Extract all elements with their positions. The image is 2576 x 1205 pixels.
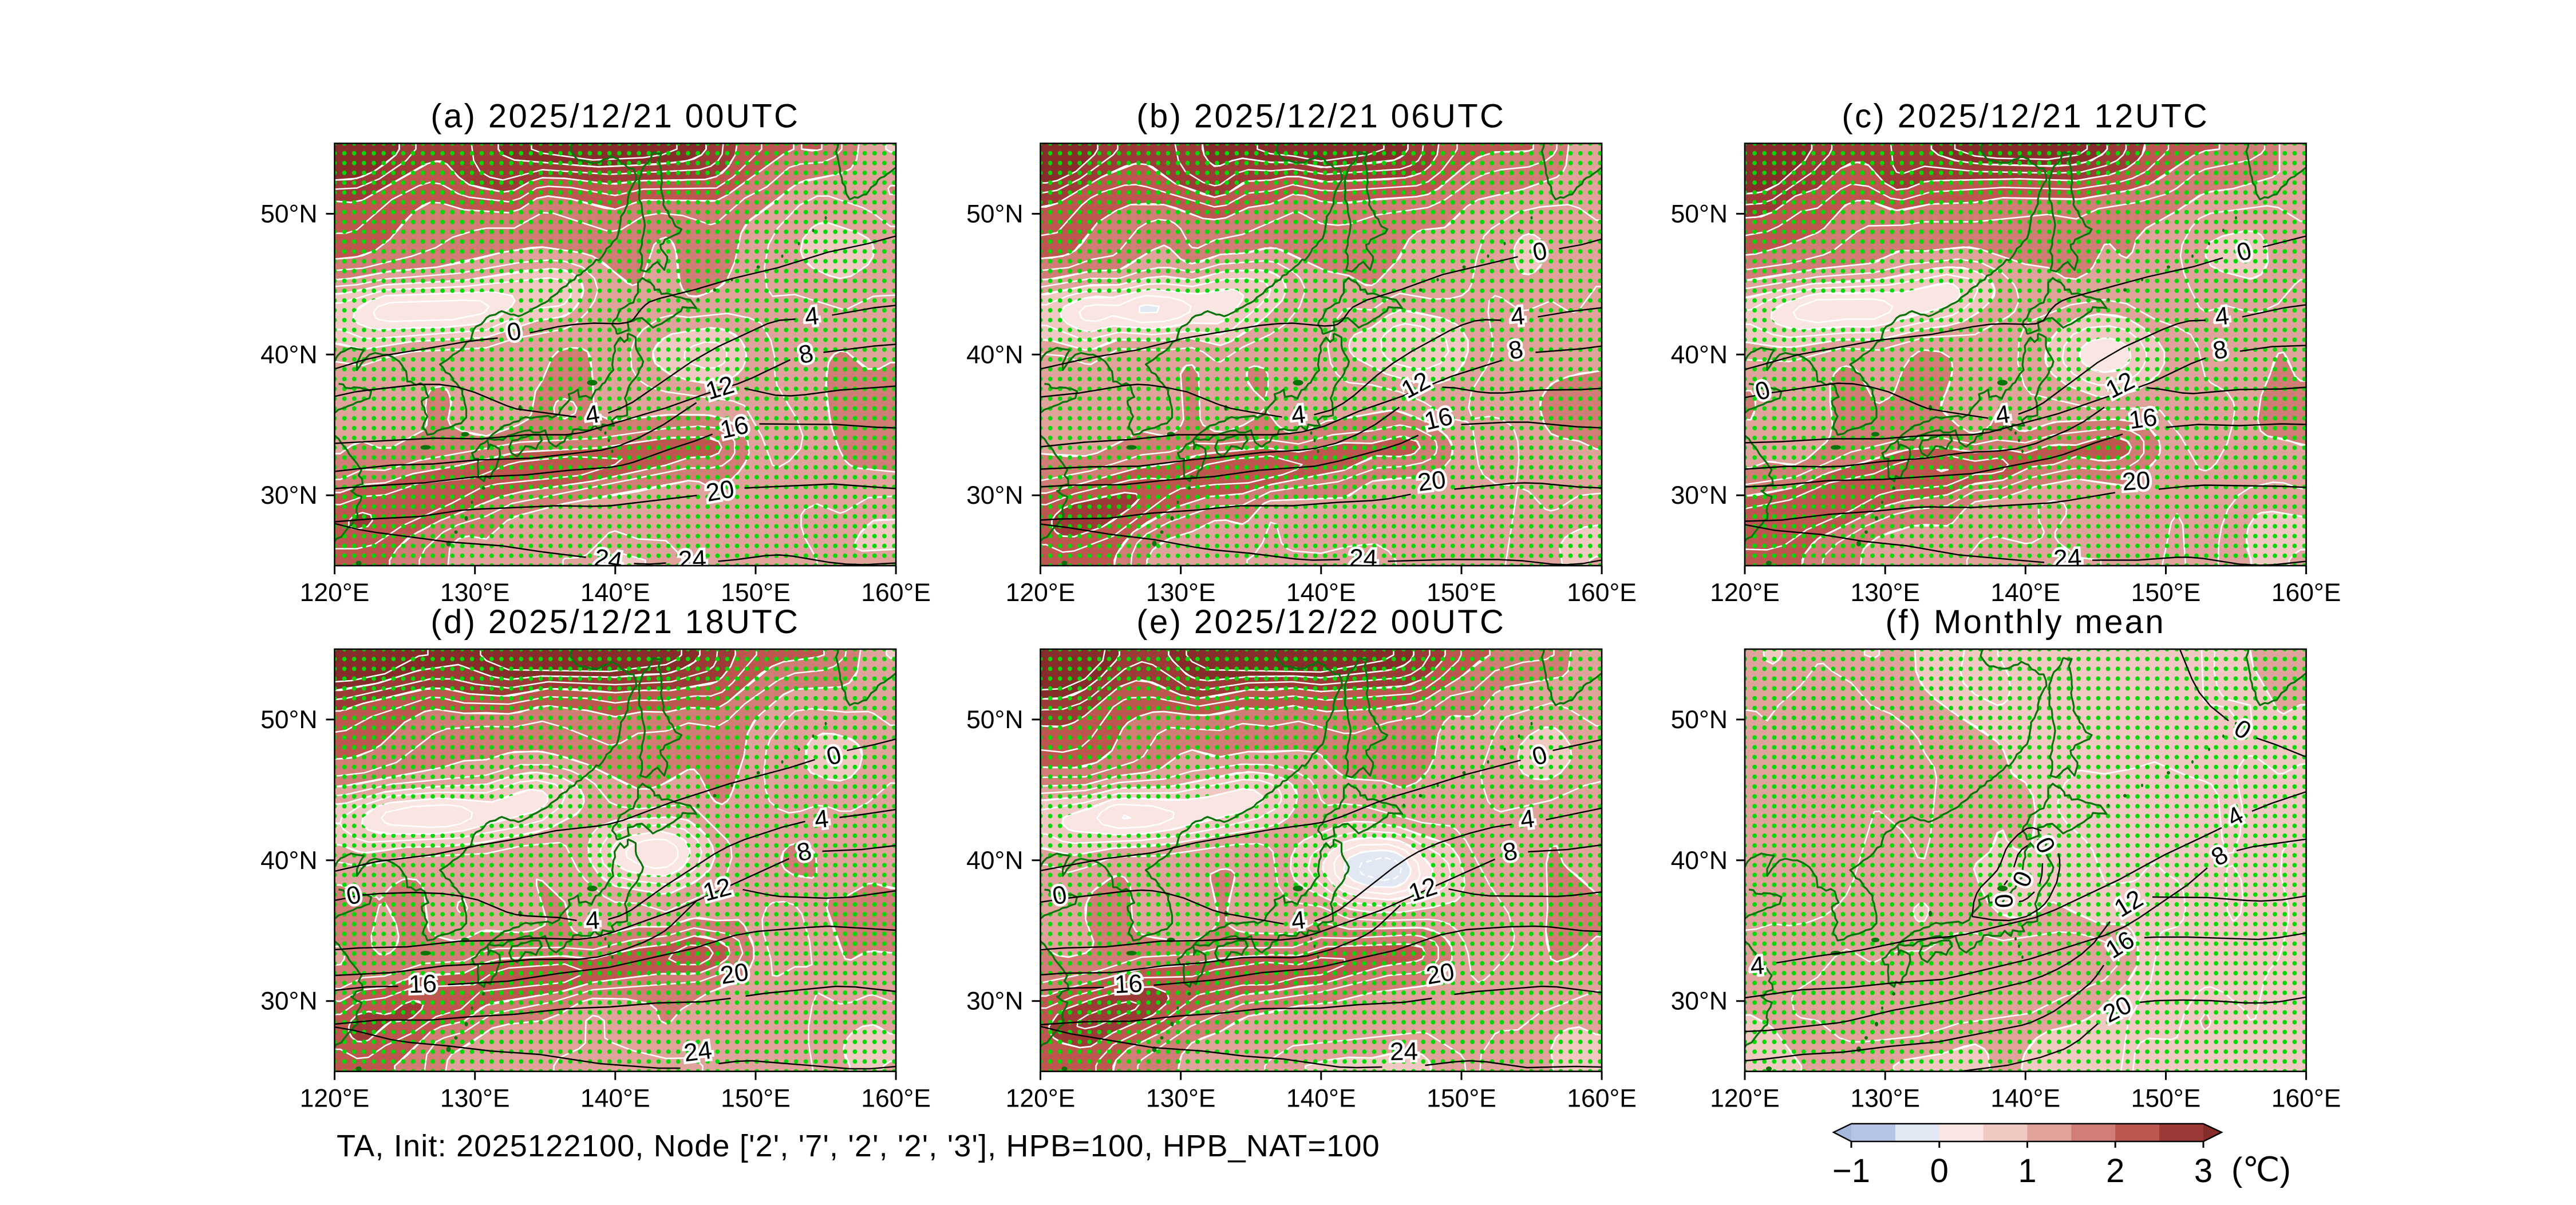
svg-text:24: 24: [592, 544, 625, 576]
svg-text:16: 16: [408, 970, 437, 999]
svg-text:160°E: 160°E: [861, 579, 931, 607]
svg-text:(a) 2025/12/21 00UTC: (a) 2025/12/21 00UTC: [430, 98, 800, 135]
svg-text:150°E: 150°E: [1427, 1085, 1496, 1113]
svg-text:140°E: 140°E: [1990, 579, 2060, 607]
svg-text:24: 24: [2053, 544, 2082, 573]
svg-text:20: 20: [704, 475, 737, 507]
svg-text:40°N: 40°N: [1671, 341, 1728, 369]
svg-text:20: 20: [1416, 465, 1448, 497]
svg-text:20: 20: [2121, 466, 2151, 496]
svg-text:160°E: 160°E: [1567, 579, 1637, 607]
svg-text:140°E: 140°E: [1286, 1085, 1356, 1113]
svg-text:20: 20: [718, 958, 750, 990]
svg-text:30°N: 30°N: [966, 481, 1023, 509]
svg-text:120°E: 120°E: [1710, 1085, 1780, 1113]
svg-text:16: 16: [1114, 969, 1143, 998]
svg-text:40°N: 40°N: [966, 847, 1023, 875]
svg-text:30°N: 30°N: [260, 987, 317, 1016]
svg-text:3: 3: [2194, 1152, 2212, 1190]
svg-text:4: 4: [1749, 951, 1765, 981]
svg-text:(f) Monthly mean: (f) Monthly mean: [1886, 603, 2166, 641]
svg-text:1: 1: [2018, 1152, 2036, 1190]
svg-text:50°N: 50°N: [966, 200, 1023, 228]
svg-text:30°N: 30°N: [1671, 481, 1728, 509]
svg-text:130°E: 130°E: [440, 1085, 510, 1113]
svg-text:120°E: 120°E: [1710, 579, 1780, 607]
svg-text:TA, Init: 2025122100, Node ['2: TA, Init: 2025122100, Node ['2', '7', '2…: [337, 1129, 1380, 1163]
svg-text:150°E: 150°E: [1427, 579, 1496, 607]
svg-text:2: 2: [2106, 1152, 2124, 1190]
svg-text:50°N: 50°N: [260, 706, 317, 734]
svg-text:4: 4: [1290, 906, 1306, 935]
svg-text:24: 24: [682, 1036, 714, 1068]
svg-text:150°E: 150°E: [2131, 1085, 2201, 1113]
svg-text:4: 4: [813, 804, 829, 833]
svg-text:140°E: 140°E: [1286, 579, 1356, 607]
svg-text:160°E: 160°E: [2271, 1085, 2341, 1113]
svg-text:30°N: 30°N: [260, 481, 317, 509]
svg-text:20: 20: [1424, 958, 1457, 990]
svg-text:130°E: 130°E: [1850, 579, 1920, 607]
svg-text:130°E: 130°E: [440, 579, 510, 607]
svg-text:150°E: 150°E: [721, 579, 791, 607]
svg-text:40°N: 40°N: [1671, 847, 1728, 875]
svg-text:130°E: 130°E: [1146, 579, 1216, 607]
svg-text:24: 24: [1349, 544, 1378, 573]
svg-text:24: 24: [678, 545, 707, 574]
svg-text:50°N: 50°N: [966, 706, 1023, 734]
svg-text:160°E: 160°E: [2271, 579, 2341, 607]
svg-text:30°N: 30°N: [966, 987, 1023, 1016]
svg-text:150°E: 150°E: [2131, 579, 2201, 607]
svg-text:(b) 2025/12/21 06UTC: (b) 2025/12/21 06UTC: [1136, 98, 1506, 135]
svg-text:−1: −1: [1832, 1152, 1870, 1190]
svg-text:160°E: 160°E: [861, 1085, 931, 1113]
svg-text:(c) 2025/12/21 12UTC: (c) 2025/12/21 12UTC: [1842, 98, 2209, 135]
svg-text:(e) 2025/12/22 00UTC: (e) 2025/12/22 00UTC: [1136, 603, 1506, 641]
svg-text:24: 24: [1390, 1037, 1419, 1066]
svg-text:4: 4: [585, 906, 600, 935]
svg-text:50°N: 50°N: [260, 200, 317, 228]
svg-text:120°E: 120°E: [300, 1085, 370, 1113]
svg-text:120°E: 120°E: [1006, 579, 1076, 607]
svg-text:50°N: 50°N: [1671, 200, 1728, 228]
svg-text:30°N: 30°N: [1671, 987, 1728, 1016]
svg-text:(℃): (℃): [2231, 1151, 2291, 1188]
svg-text:120°E: 120°E: [1006, 1085, 1076, 1113]
svg-text:120°E: 120°E: [300, 579, 370, 607]
svg-text:140°E: 140°E: [1990, 1085, 2060, 1113]
svg-text:130°E: 130°E: [1146, 1085, 1216, 1113]
svg-text:50°N: 50°N: [1671, 706, 1728, 734]
svg-text:130°E: 130°E: [1850, 1085, 1920, 1113]
svg-text:150°E: 150°E: [721, 1085, 791, 1113]
svg-text:160°E: 160°E: [1567, 1085, 1637, 1113]
svg-text:40°N: 40°N: [260, 847, 317, 875]
svg-text:16: 16: [2127, 403, 2159, 434]
svg-text:4: 4: [2214, 302, 2230, 331]
svg-text:4: 4: [803, 302, 820, 331]
svg-text:40°N: 40°N: [966, 341, 1023, 369]
svg-text:140°E: 140°E: [580, 1085, 650, 1113]
svg-text:0: 0: [1930, 1152, 1949, 1190]
svg-text:0: 0: [1989, 894, 2018, 908]
svg-text:40°N: 40°N: [260, 341, 317, 369]
svg-text:140°E: 140°E: [580, 579, 650, 607]
svg-text:(d) 2025/12/21 18UTC: (d) 2025/12/21 18UTC: [430, 603, 800, 641]
svg-text:4: 4: [1290, 400, 1306, 429]
svg-text:4: 4: [1510, 302, 1526, 331]
